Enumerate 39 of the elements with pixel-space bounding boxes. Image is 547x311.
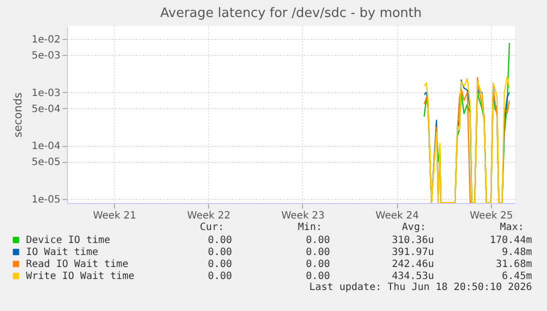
text: 6.45m [502, 271, 532, 282]
text: 9.48m [502, 247, 532, 258]
text: 310.36u [392, 235, 434, 246]
chart-title: Average latency for /dev/sdc - by month [160, 6, 422, 21]
text: Last update: Thu Jun 18 20:50:10 2026 [309, 282, 532, 293]
text: 391.97u [392, 247, 434, 258]
legend-label: Write IO Wait time [26, 271, 134, 282]
text: 0.00 [306, 259, 330, 270]
text: Min: [298, 222, 322, 233]
text: Cur: [200, 222, 224, 233]
text: 434.53u [392, 271, 434, 282]
y-tick-label: 1e-02 [32, 34, 60, 46]
x-tick-label: Week 23 [281, 210, 325, 222]
y-tick-label: 5e-03 [32, 50, 60, 62]
x-tick-label: Week 22 [187, 210, 230, 222]
legend-label: Read IO Wait time [26, 259, 128, 270]
text: 0.00 [306, 235, 330, 246]
y-tick-label: 1e-05 [32, 194, 60, 206]
text: 0.00 [208, 235, 232, 246]
y-tick-label: 1e-04 [32, 141, 60, 152]
text: 242.46u [392, 259, 434, 270]
x-tick-label: Week 21 [92, 210, 136, 222]
text: 170.44m [490, 235, 532, 246]
y-tick-label: 5e-05 [32, 157, 60, 168]
text: Avg: [402, 222, 426, 233]
text: 0.00 [306, 247, 330, 258]
legend-label: Device IO time [26, 235, 110, 246]
y-tick-label: 1e-03 [32, 88, 60, 99]
legend-label: IO Wait time [26, 247, 98, 258]
text: 0.00 [208, 259, 232, 270]
x-tick-label: Week 25 [470, 210, 514, 222]
text: 0.00 [208, 271, 232, 282]
text: 0.00 [208, 247, 232, 258]
y-axis-title: seconds [12, 92, 25, 138]
text: 31.68m [496, 259, 532, 270]
text: Max: [500, 222, 524, 233]
x-tick-label: Week 24 [376, 210, 419, 222]
text: 0.00 [306, 271, 330, 282]
y-tick-label: 5e-04 [32, 104, 60, 115]
